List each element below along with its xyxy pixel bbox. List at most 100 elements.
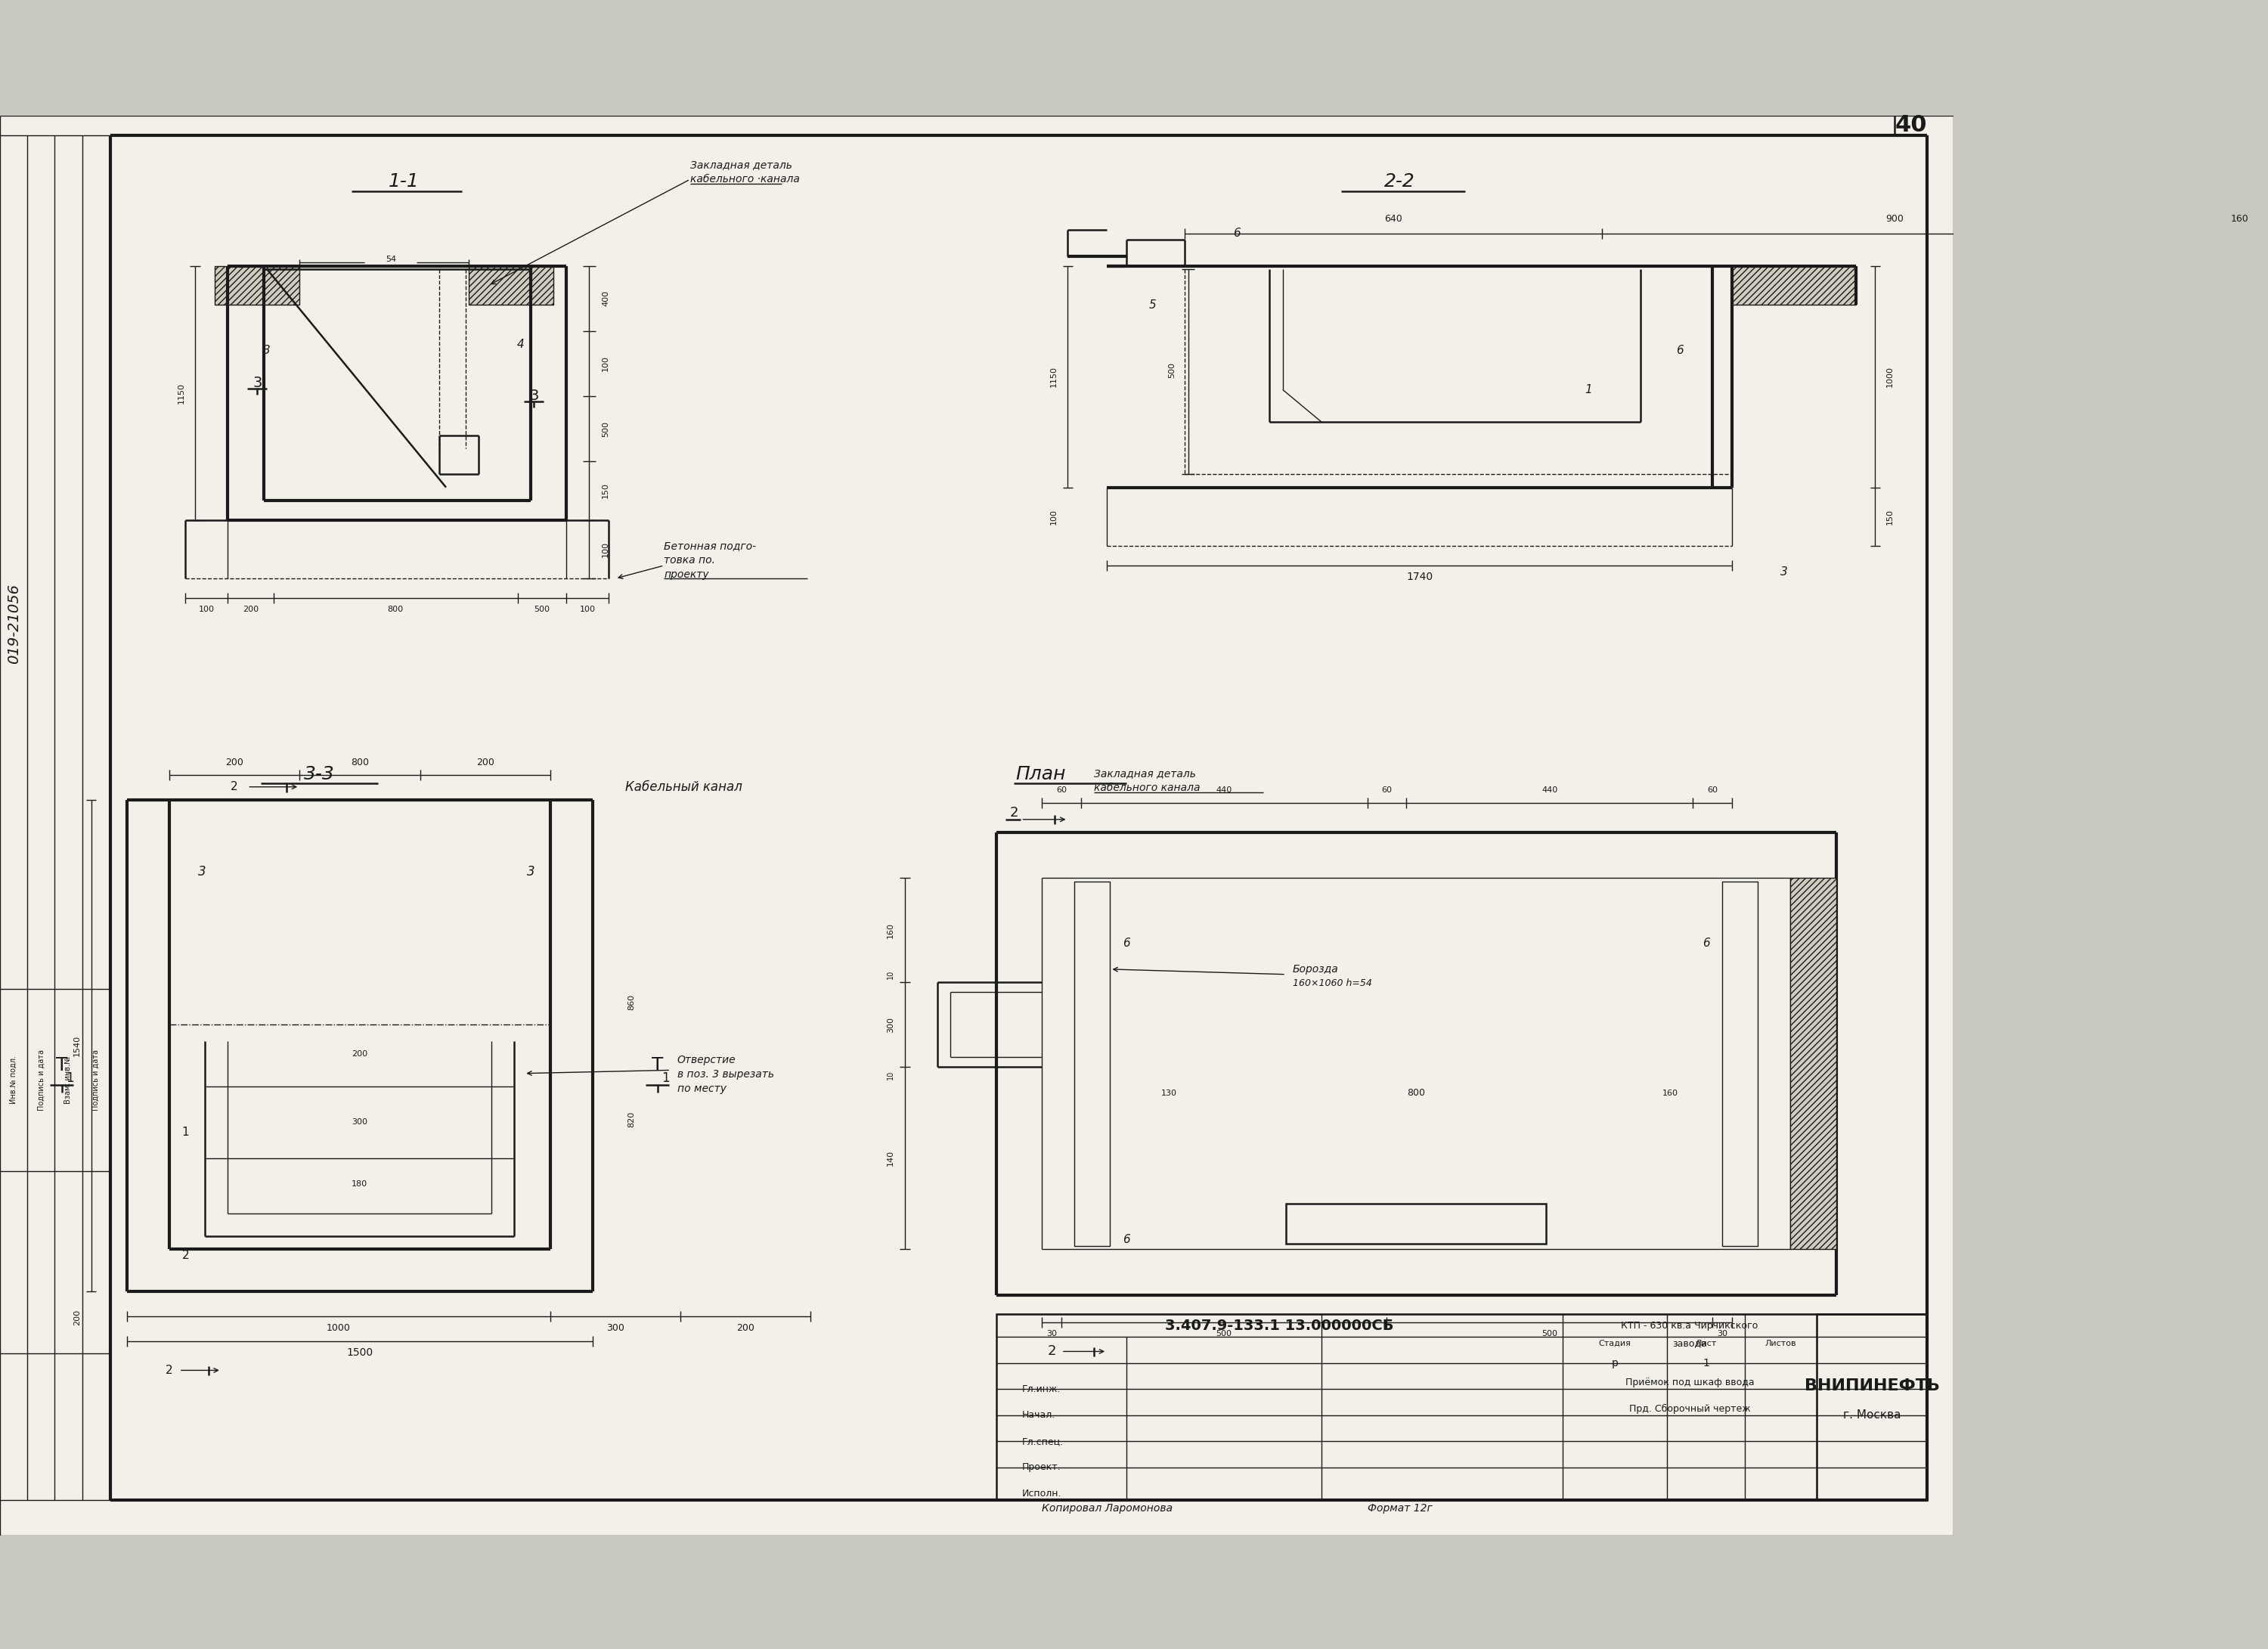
Bar	[1733, 265, 1855, 305]
Text: Бетонная подго-: Бетонная подго-	[665, 541, 758, 551]
Text: 2: 2	[1009, 806, 1018, 820]
Text: р: р	[1610, 1357, 1617, 1369]
Bar	[1721, 881, 1758, 1247]
Text: КТП - 630 кв.а Чирчикского: КТП - 630 кв.а Чирчикского	[1622, 1321, 1758, 1331]
Text: 1150: 1150	[1050, 366, 1057, 388]
Text: 160: 160	[887, 922, 894, 938]
Text: 300: 300	[352, 1118, 367, 1126]
Text: 6: 6	[1234, 228, 1241, 239]
Text: 3: 3	[528, 389, 538, 404]
Text: Подпись и дата: Подпись и дата	[36, 1049, 45, 1110]
Text: Копировал Ларомонова: Копировал Ларомонова	[1041, 1504, 1173, 1514]
Text: Прд. Сборочный чертеж: Прд. Сборочный чертеж	[1628, 1403, 1751, 1413]
Text: Отверстие: Отверстие	[678, 1055, 735, 1065]
Text: 60: 60	[1057, 787, 1066, 793]
Text: 140: 140	[887, 1149, 894, 1166]
Text: 130: 130	[1161, 1088, 1177, 1097]
Text: 800: 800	[388, 605, 404, 613]
Text: 1740: 1740	[1406, 572, 1433, 582]
Text: Борозда: Борозда	[1293, 965, 1338, 975]
Text: 60: 60	[1708, 787, 1717, 793]
Text: T: T	[57, 1055, 68, 1073]
Text: 6: 6	[1123, 1233, 1129, 1245]
Bar	[215, 265, 299, 305]
Text: 1000: 1000	[327, 1322, 352, 1332]
Text: 6: 6	[1676, 345, 1683, 356]
Bar	[1817, 1314, 1928, 1501]
Text: Приёмок под шкаф ввода: Приёмок под шкаф ввода	[1626, 1379, 1753, 1387]
Text: 6: 6	[1123, 938, 1129, 948]
Bar	[1075, 881, 1109, 1247]
Text: 440: 440	[1216, 787, 1232, 793]
Text: 400: 400	[601, 290, 610, 307]
Text: 10: 10	[887, 970, 894, 980]
Text: 3: 3	[263, 345, 270, 356]
Bar	[996, 1314, 1928, 1501]
Text: Исполн.: Исполн.	[1023, 1489, 1061, 1499]
Text: Гл.спец.: Гл.спец.	[1023, 1436, 1064, 1446]
Text: 6: 6	[1703, 938, 1710, 948]
Text: 3: 3	[197, 864, 206, 879]
Text: Кабельный канал: Кабельный канал	[626, 780, 742, 793]
Text: 60: 60	[1381, 787, 1393, 793]
Text: 200: 200	[737, 1322, 755, 1332]
Text: 5: 5	[1150, 300, 1157, 310]
Text: 1: 1	[662, 1072, 669, 1085]
Text: кабельного канала: кабельного канала	[1093, 783, 1200, 793]
Text: 500: 500	[1216, 1331, 1232, 1337]
Text: 150: 150	[1885, 508, 1894, 524]
Text: 1: 1	[1703, 1357, 1710, 1369]
Text: товка по.: товка по.	[665, 556, 714, 566]
Text: 200: 200	[352, 1050, 367, 1057]
Text: Формат 12г: Формат 12г	[1368, 1504, 1431, 1514]
Text: 200: 200	[73, 1309, 82, 1326]
Text: 100: 100	[601, 356, 610, 371]
Text: 160: 160	[1662, 1088, 1678, 1097]
Text: 1500: 1500	[347, 1347, 372, 1359]
Text: 2: 2	[181, 1250, 188, 1261]
Text: Листов: Листов	[1765, 1341, 1796, 1347]
Text: 3: 3	[526, 864, 535, 879]
Text: 1000: 1000	[1885, 366, 1894, 388]
Text: 160: 160	[2232, 214, 2250, 224]
Text: 3: 3	[1780, 566, 1787, 577]
Text: 440: 440	[1542, 787, 1558, 793]
Text: 800: 800	[352, 757, 370, 767]
Text: Начал.: Начал.	[1023, 1410, 1055, 1420]
Text: Закладная деталь: Закладная деталь	[1093, 768, 1195, 778]
Text: 30: 30	[1046, 1331, 1057, 1337]
Text: 54: 54	[386, 256, 397, 264]
Text: Стадия: Стадия	[1599, 1341, 1631, 1347]
Text: 300: 300	[606, 1322, 624, 1332]
Text: 500: 500	[1168, 363, 1175, 378]
Text: 180: 180	[352, 1181, 367, 1187]
Text: 100: 100	[601, 541, 610, 557]
Text: Взам. инв.№: Взам. инв.№	[64, 1055, 73, 1103]
Text: Лист: Лист	[1694, 1341, 1717, 1347]
Text: 2-2: 2-2	[1383, 171, 1415, 190]
Text: 1: 1	[66, 1072, 73, 1085]
Text: 2: 2	[1048, 1344, 1057, 1359]
Text: 2: 2	[231, 782, 238, 793]
Text: 100: 100	[581, 605, 596, 613]
Text: г. Москва: г. Москва	[1844, 1410, 1901, 1421]
Text: 1: 1	[1585, 384, 1592, 396]
Text: 2: 2	[166, 1365, 172, 1375]
Text: 800: 800	[1406, 1088, 1424, 1098]
Text: 640: 640	[1383, 214, 1402, 224]
Text: Подпись и дата: Подпись и дата	[93, 1049, 100, 1110]
Text: проекту: проекту	[665, 569, 710, 580]
Text: 200: 200	[243, 605, 259, 613]
Text: 200: 200	[476, 757, 494, 767]
Text: 150: 150	[601, 483, 610, 498]
Text: T: T	[651, 1055, 665, 1073]
Text: План: План	[1016, 765, 1066, 783]
Text: 820: 820	[628, 1111, 635, 1126]
Text: 10: 10	[887, 1070, 894, 1080]
Text: 100: 100	[1050, 508, 1057, 524]
Text: 300: 300	[887, 1017, 894, 1032]
Text: Проект.: Проект.	[1023, 1463, 1061, 1473]
Text: завода: завода	[1672, 1339, 1708, 1349]
Text: 1-1: 1-1	[388, 171, 420, 190]
Text: по месту: по месту	[678, 1083, 726, 1095]
